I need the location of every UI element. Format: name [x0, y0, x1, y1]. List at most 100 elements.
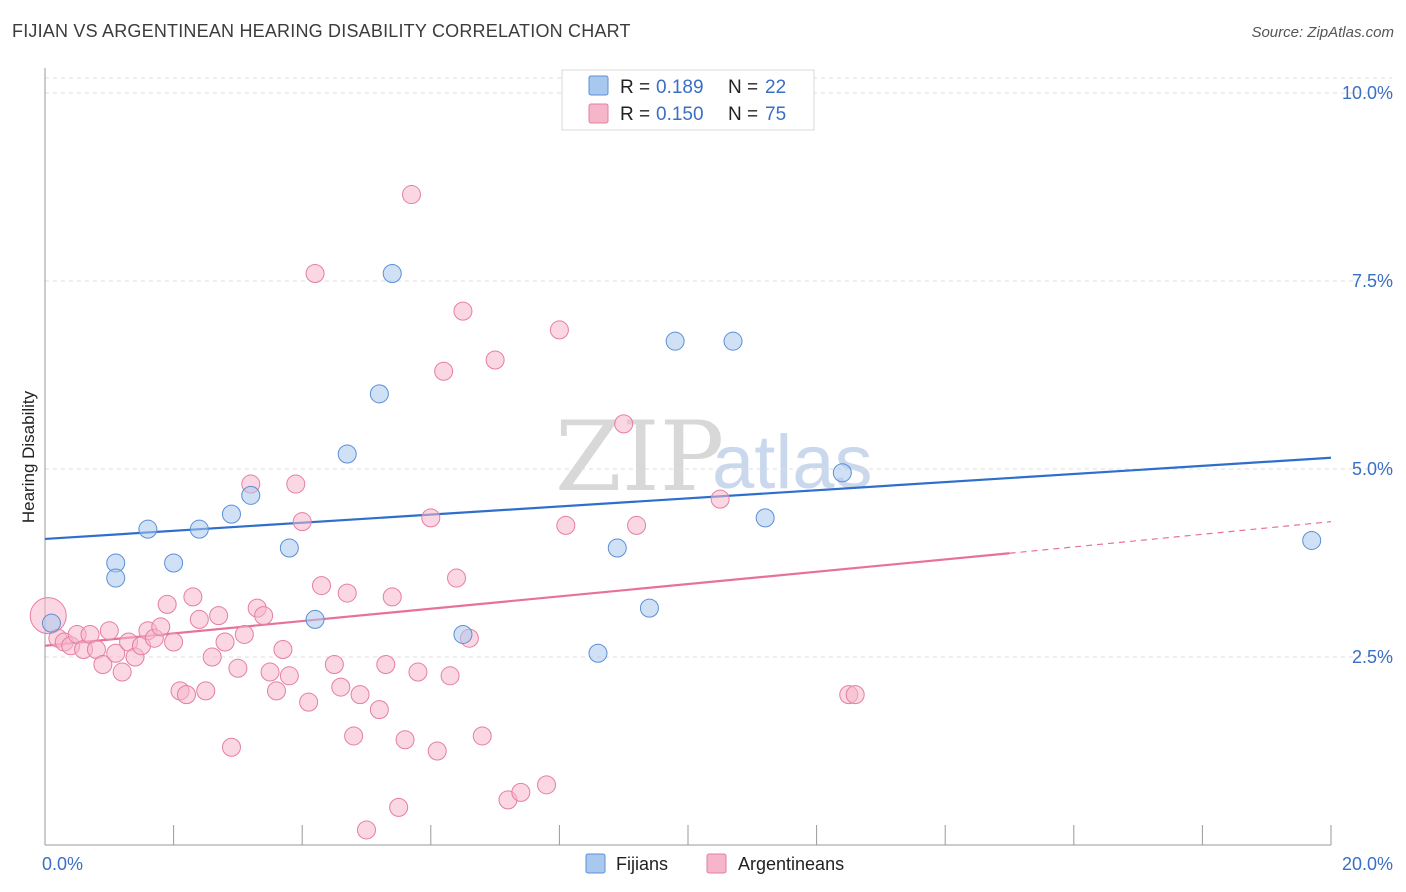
point-argentineans — [710, 489, 730, 509]
point-argentineans — [196, 681, 216, 701]
point-fijians — [755, 508, 775, 528]
point-fijians — [453, 624, 473, 644]
point-argentineans — [228, 658, 248, 678]
trend-line-argentineans — [44, 552, 1010, 647]
point-argentineans — [511, 782, 531, 802]
point-fijians — [106, 568, 126, 588]
grid-lines — [45, 77, 1392, 658]
point-fijians — [221, 504, 241, 524]
point-argentineans — [209, 606, 229, 626]
legend-r-label-1: R = — [620, 77, 650, 98]
point-argentineans — [260, 662, 280, 682]
point-argentineans — [164, 632, 184, 652]
point-fijians — [241, 485, 261, 505]
point-argentineans — [221, 737, 241, 757]
point-argentineans — [202, 647, 222, 667]
point-argentineans — [376, 655, 396, 675]
bottom-legend-swatch-argentineans — [706, 853, 727, 874]
point-fijians — [305, 609, 325, 629]
point-argentineans — [254, 606, 274, 626]
point-argentineans — [402, 185, 422, 205]
point-argentineans — [183, 587, 203, 607]
data-points — [29, 185, 1322, 840]
point-argentineans — [556, 515, 576, 535]
source-credit: Source: ZipAtlas.com — [1251, 24, 1394, 41]
point-fijians — [189, 519, 209, 539]
x-tick-label-min: 0.0% — [42, 854, 83, 874]
point-argentineans — [299, 692, 319, 712]
point-argentineans — [453, 301, 473, 321]
point-argentineans — [369, 700, 389, 720]
legend-r-value-1: 0.189 — [656, 77, 704, 98]
point-fijians — [639, 598, 659, 618]
point-argentineans — [93, 655, 113, 675]
point-argentineans — [389, 797, 409, 817]
legend-r-value-2: 0.150 — [656, 104, 704, 125]
point-fijians — [588, 643, 608, 663]
point-argentineans — [395, 730, 415, 750]
legend-n-label-2: N = — [728, 104, 758, 125]
point-argentineans — [440, 666, 460, 686]
x-tick-labels: 0.0% 20.0% — [42, 854, 1393, 874]
point-fijians — [337, 444, 357, 464]
point-argentineans — [344, 726, 364, 746]
point-argentineans — [311, 576, 331, 596]
y-tick-label: 5.0% — [1352, 459, 1393, 479]
point-argentineans — [176, 685, 196, 705]
point-fijians — [164, 553, 184, 573]
point-argentineans — [292, 512, 312, 532]
trend-lines — [44, 456, 1332, 647]
point-argentineans — [305, 264, 325, 284]
watermark-zip: ZIP — [555, 401, 724, 513]
point-argentineans — [421, 508, 441, 528]
point-argentineans — [350, 685, 370, 705]
point-argentineans — [845, 685, 865, 705]
point-argentineans — [234, 624, 254, 644]
bottom-legend-swatch-fijians — [585, 853, 606, 874]
point-argentineans — [106, 643, 126, 663]
point-argentineans — [266, 681, 286, 701]
trend-line-extension — [1009, 521, 1332, 554]
point-argentineans — [99, 621, 119, 641]
point-argentineans — [331, 677, 351, 697]
point-argentineans — [215, 632, 235, 652]
point-fijians — [369, 384, 389, 404]
point-fijians — [832, 463, 852, 483]
bottom-legend: Fijians Argentineans — [585, 853, 844, 874]
y-tick-label: 7.5% — [1352, 271, 1393, 291]
point-argentineans — [357, 820, 376, 840]
legend-swatch-fijians — [588, 75, 609, 96]
point-argentineans — [447, 568, 467, 588]
axes — [44, 68, 1332, 846]
point-argentineans — [427, 741, 447, 761]
point-argentineans — [273, 639, 293, 659]
point-argentineans — [324, 655, 344, 675]
legend-n-value-1: 22 — [765, 77, 786, 98]
point-argentineans — [472, 726, 492, 746]
legend-n-label-1: N = — [728, 77, 758, 98]
point-argentineans — [286, 474, 306, 494]
bottom-legend-label-fijians: Fijians — [616, 854, 668, 874]
point-fijians — [665, 331, 685, 351]
point-argentineans — [627, 515, 647, 535]
point-fijians — [382, 264, 402, 284]
trend-line-fijians — [44, 456, 1332, 541]
point-fijians — [723, 331, 743, 351]
y-tick-label: 2.5% — [1352, 647, 1393, 667]
point-fijians — [279, 538, 299, 558]
x-tick-label-max: 20.0% — [1342, 854, 1393, 874]
y-axis-label: Hearing Disability — [19, 390, 38, 523]
legend-n-value-2: 75 — [765, 104, 786, 125]
point-fijians — [607, 538, 627, 558]
bottom-legend-label-argentineans: Argentineans — [738, 854, 844, 874]
point-argentineans — [382, 587, 402, 607]
point-argentineans — [408, 662, 428, 682]
point-argentineans — [434, 361, 454, 381]
point-argentineans — [549, 320, 569, 340]
point-fijians — [41, 613, 61, 633]
point-argentineans — [157, 594, 177, 614]
point-argentineans — [189, 609, 209, 629]
point-argentineans — [112, 662, 132, 682]
point-argentineans — [279, 666, 299, 686]
